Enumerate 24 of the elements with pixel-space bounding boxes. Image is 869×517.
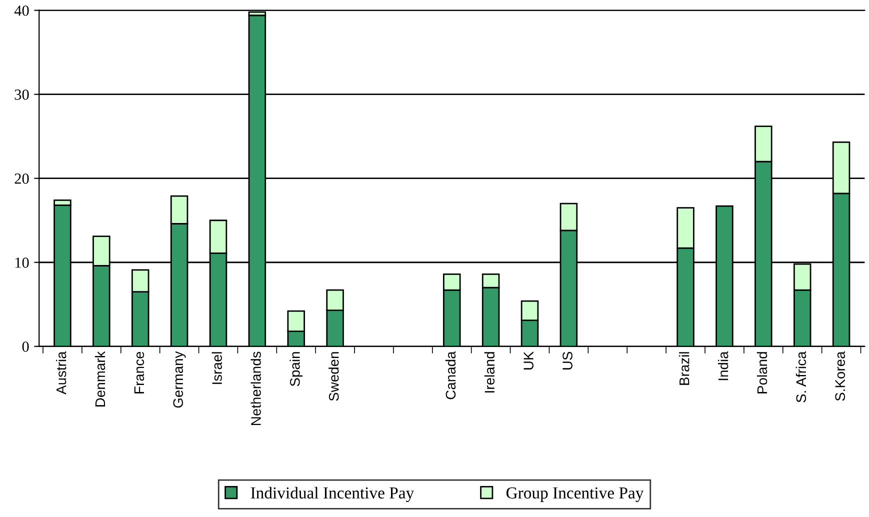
x-tick-label: Israel	[212, 352, 222, 384]
x-tick-label: Austria	[56, 351, 66, 394]
legend-label: Group Incentive Pay	[506, 487, 644, 502]
x-tick-label: Netherlands	[250, 352, 261, 425]
y-tick-label: 0	[22, 342, 29, 352]
x-tick-label: France	[134, 352, 144, 394]
x-tick-label: Sweden	[328, 352, 339, 401]
y-tick-label: 20	[14, 174, 29, 184]
y-tick-label: 40	[14, 5, 29, 16]
x-tick-label: US	[562, 352, 572, 370]
y-tick-label: 30	[14, 89, 29, 100]
x-tick-label: Poland	[756, 352, 768, 394]
y-tick-label: 10	[15, 258, 29, 268]
x-tick-label: S.Korea	[835, 351, 846, 401]
x-tick-label: Denmark	[94, 351, 106, 406]
x-tick-label: India	[718, 351, 728, 380]
x-tick-label: S. Africa	[796, 351, 806, 402]
x-tick-label: Ireland	[484, 352, 495, 392]
x-tick-label: Spain	[290, 352, 303, 386]
legend-label: Individual Incentive Pay	[250, 486, 414, 502]
x-tick-label: Canada	[445, 351, 456, 400]
x-tick-label: UK	[524, 351, 534, 370]
x-tick-label: Brazil	[679, 352, 690, 385]
x-tick-label: Germany	[173, 351, 186, 408]
